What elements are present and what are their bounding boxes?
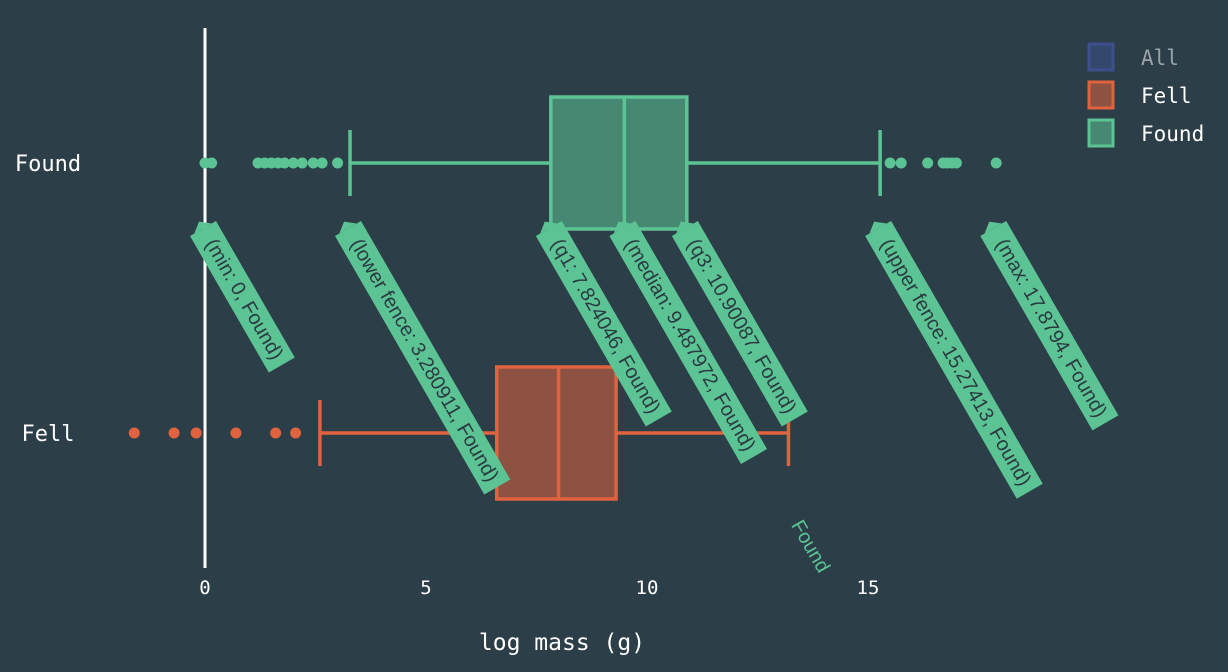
outlier-point[interactable] [128, 427, 140, 439]
annotation-pointer [676, 221, 694, 234]
annotation-bg [190, 221, 295, 373]
annotation-lower-fence: (lower fence: 3.280911, Found) [335, 221, 511, 495]
legend-item-found[interactable]: Found [1087, 118, 1204, 148]
box-fell[interactable]: Fell [22, 365, 791, 501]
outlier-point[interactable] [270, 427, 282, 439]
hover-series-text: Found [786, 517, 833, 577]
legend-label: Fell [1141, 84, 1192, 108]
annotation-max: (max: 17.8794, Found) [980, 221, 1119, 431]
legend-swatch [1087, 118, 1115, 148]
annotation-pointer [540, 221, 558, 234]
outlier-point[interactable] [922, 157, 934, 169]
x-tick-label: 5 [420, 577, 431, 599]
boxes-layer: Fell Found [15, 95, 1002, 501]
x-tick-label: 10 [636, 577, 659, 599]
iqr-box[interactable] [549, 95, 689, 231]
outlier-point[interactable] [168, 427, 180, 439]
category-label: Found [15, 152, 81, 177]
outlier-point[interactable] [895, 157, 907, 169]
outlier-point[interactable] [230, 427, 242, 439]
outlier-point[interactable] [307, 157, 319, 169]
legend-label: Found [1141, 122, 1204, 146]
outlier-point[interactable] [332, 157, 344, 169]
annotation-bg [535, 221, 672, 427]
outlier-point[interactable] [287, 157, 299, 169]
outlier-point[interactable] [884, 157, 896, 169]
legend-swatch [1087, 42, 1115, 72]
annotation-bg [980, 221, 1119, 431]
annotation-bg [609, 221, 767, 465]
box-found[interactable]: Found [15, 95, 1002, 231]
x-tick-label: 15 [857, 577, 880, 599]
outlier-point[interactable] [206, 157, 218, 169]
legend[interactable]: All Fell Found [1087, 42, 1204, 148]
annotation-text: (min: 0, Found) [200, 235, 287, 363]
iqr-box[interactable] [494, 365, 618, 501]
outlier-point[interactable] [316, 157, 328, 169]
hover-series-label: Found [786, 517, 833, 577]
annotation-pointer [194, 221, 212, 234]
category-label: Fell [22, 422, 75, 447]
annotation-text: (max: 17.8794, Found) [991, 235, 1111, 421]
outlier-point[interactable] [290, 427, 302, 439]
outlier-point[interactable] [279, 157, 291, 169]
outlier-point[interactable] [190, 427, 202, 439]
legend-item-fell[interactable]: Fell [1087, 80, 1192, 110]
annotation-min: (min: 0, Found) [190, 221, 295, 373]
legend-label: All [1141, 46, 1179, 70]
outlier-point[interactable] [990, 157, 1002, 169]
outlier-point[interactable] [950, 157, 962, 169]
outlier-point[interactable] [296, 157, 308, 169]
annotation-labels: (min: 0, Found) (lower fence: 3.280911, F… [190, 221, 1119, 577]
annotation-text: (lower fence: 3.280911, Found) [345, 235, 502, 485]
legend-swatch [1087, 80, 1115, 110]
annotation-bg [335, 221, 511, 495]
annotation-bg [671, 221, 808, 427]
annotation-pointer [869, 221, 887, 234]
annotation-pointer [339, 221, 357, 234]
x-axis-title: log mass (g) [479, 630, 645, 656]
annotation-pointer [984, 221, 1002, 234]
x-tick-label: 0 [199, 577, 210, 599]
annotation-bg [865, 221, 1043, 499]
annotation-pointer [613, 221, 632, 234]
x-axis: 0 5 10 15 log mass (g) [199, 577, 879, 656]
legend-item-all[interactable]: All [1087, 42, 1179, 72]
